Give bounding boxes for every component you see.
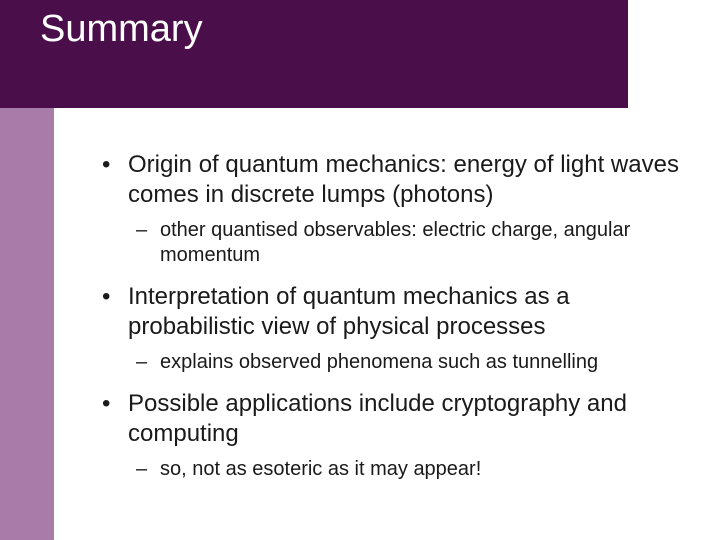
bullet-sub-item: so, not as esoteric as it may appear!	[100, 457, 690, 482]
slide: Summary Origin of quantum mechanics: ene…	[0, 0, 720, 540]
slide-title: Summary	[40, 8, 203, 51]
content-area: Origin of quantum mechanics: energy of l…	[100, 150, 690, 496]
bullet-sub-item: other quantised observables: electric ch…	[100, 218, 690, 268]
bullet-item: Possible applications include cryptograp…	[100, 389, 690, 449]
header-diagonal	[54, 54, 144, 108]
bullet-sub-item: explains observed phenomena such as tunn…	[100, 350, 690, 375]
bullet-item: Origin of quantum mechanics: energy of l…	[100, 150, 690, 210]
bullet-item: Interpretation of quantum mechanics as a…	[100, 282, 690, 342]
